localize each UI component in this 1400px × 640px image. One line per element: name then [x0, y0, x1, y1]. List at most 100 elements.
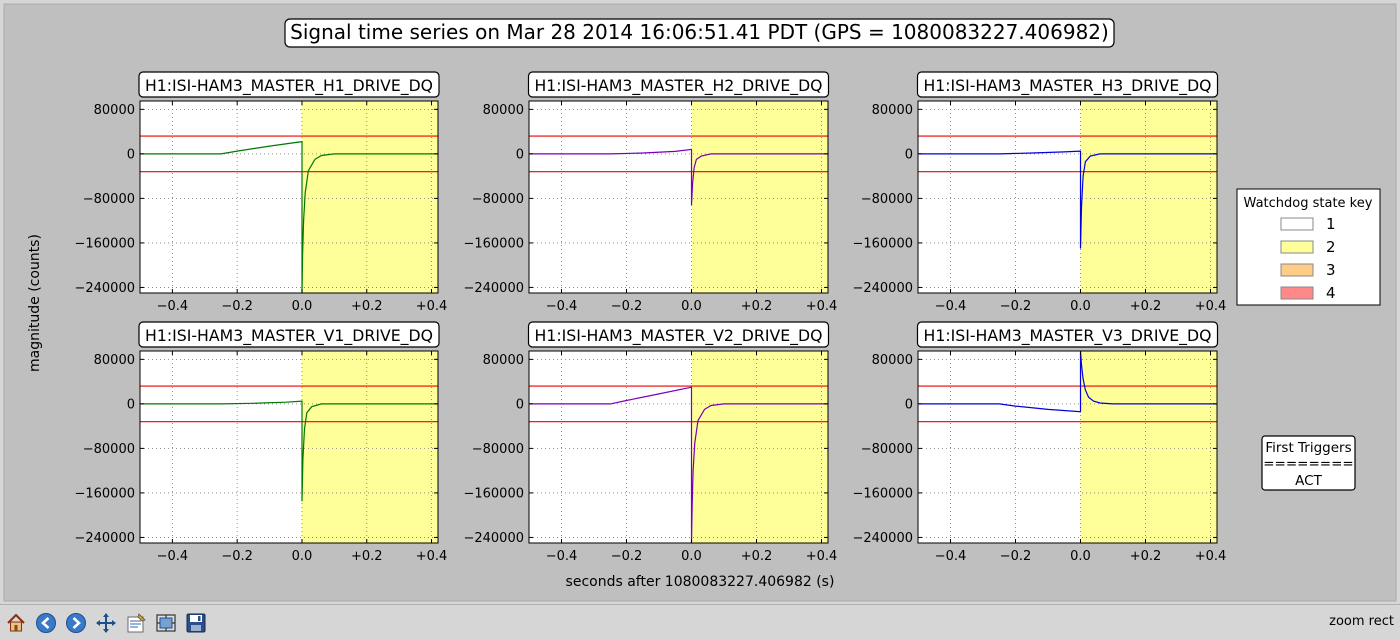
x-tick-label: +0.2: [741, 549, 773, 564]
panel-title-box: [138, 321, 440, 348]
y-tick-label: −240000: [852, 531, 913, 546]
panel-title: H1:ISI-HAM3_MASTER_H3_DRIVE_DQ: [924, 76, 1212, 96]
figure-title-box: [284, 18, 1115, 48]
x-tick-label: +0.2: [1130, 549, 1162, 564]
legend-label: 2: [1326, 238, 1336, 256]
panel-5: −0.4 −0.2 0.0 +0.2 +0.4 80000 0 −80000 −160000 −2…: [463, 321, 837, 564]
legend-swatch: [1280, 263, 1314, 277]
status-text: zoom rect: [1329, 614, 1394, 629]
x-tick-label: −0.2: [611, 299, 643, 314]
axes-frame: [917, 350, 1218, 544]
panel-title-box: [527, 321, 830, 348]
x-tick-label: +0.4: [416, 549, 448, 564]
series-line: [529, 148, 828, 206]
first-triggers-rule: ========: [1263, 456, 1354, 472]
panel-title-box: [916, 321, 1219, 348]
y-tick-label: −160000: [463, 486, 524, 501]
y-tick-label: −80000: [861, 442, 913, 457]
state-region: [691, 351, 828, 543]
series-line: [918, 150, 1217, 249]
state-region: [301, 351, 438, 543]
y-tick-label: −240000: [74, 281, 135, 296]
y-tick-label: −80000: [472, 442, 524, 457]
figure-canvas: Signal time series on Mar 28 2014 16:06:…: [3, 3, 1397, 602]
forward-button[interactable]: [63, 610, 89, 636]
series-line: [529, 386, 828, 543]
x-tick-label: +0.2: [351, 549, 383, 564]
y-tick-label: −160000: [852, 486, 913, 501]
x-tick-label: 0.0: [292, 299, 313, 314]
panel-title: H1:ISI-HAM3_MASTER_V2_DRIVE_DQ: [535, 326, 823, 346]
y-tick-label: 80000: [483, 353, 524, 368]
axes-frame: [917, 100, 1218, 294]
y-tick-label: −240000: [463, 531, 524, 546]
x-tick-label: +0.4: [416, 299, 448, 314]
configure-button[interactable]: [123, 610, 149, 636]
x-tick-label: +0.4: [1195, 549, 1227, 564]
series-line: [140, 140, 438, 293]
axes-frame: [139, 100, 439, 294]
forward-icon: [66, 613, 86, 633]
x-tick-label: 0.0: [1070, 549, 1091, 564]
panel-3: −0.4 −0.2 0.0 +0.2 +0.4 80000 0 −80000 −160000 −2…: [852, 71, 1226, 314]
y-tick-label: 80000: [872, 103, 913, 118]
x-tick-label: −0.4: [935, 549, 967, 564]
y-tick-label: −160000: [74, 486, 135, 501]
y-tick-label: −240000: [74, 531, 135, 546]
y-tick-label: 0: [127, 397, 135, 412]
panel-4: −0.4 −0.2 0.0 +0.2 +0.4 80000 0 −80000 −160000 −2…: [74, 321, 448, 564]
x-axis-label: seconds after 1080083227.406982 (s): [566, 574, 835, 590]
y-tick-label: 0: [516, 397, 524, 412]
x-tick-label: +0.4: [806, 299, 838, 314]
state-region: [301, 101, 438, 293]
legend-label: 1: [1326, 215, 1336, 233]
panel-title-box: [138, 71, 440, 98]
pan-button[interactable]: [93, 610, 119, 636]
x-tick-label: −0.4: [546, 299, 578, 314]
series-line: [140, 400, 438, 502]
pan-icon: [96, 613, 116, 633]
y-tick-label: 0: [905, 147, 913, 162]
y-tick-label: −160000: [463, 236, 524, 251]
panel-title: H1:ISI-HAM3_MASTER_H2_DRIVE_DQ: [535, 76, 823, 96]
configure-icon: [127, 613, 146, 633]
series-line: [918, 351, 1217, 413]
legend-title: Watchdog state key: [1244, 196, 1373, 211]
y-tick-label: 80000: [872, 353, 913, 368]
state-region: [1080, 351, 1217, 543]
panel-6: −0.4 −0.2 0.0 +0.2 +0.4 80000 0 −80000 −160000 −2…: [852, 321, 1227, 564]
x-tick-label: −0.2: [611, 549, 643, 564]
x-tick-label: +0.2: [1130, 299, 1162, 314]
save-icon: [186, 613, 206, 633]
panel-2: −0.4 −0.2 0.0 +0.2 +0.4 80000 0 −80000 −160000 −2…: [463, 71, 838, 314]
x-tick-label: 0.0: [681, 299, 702, 314]
axes-frame: [139, 350, 439, 544]
first-triggers-title: First Triggers: [1265, 440, 1351, 456]
y-tick-label: −240000: [463, 281, 524, 296]
save-button[interactable]: [183, 610, 209, 636]
x-tick-label: 0.0: [681, 549, 702, 564]
panel-1: −0.4 −0.2 0.0 +0.2 +0.4 80000 0 −80000 −160000 −2…: [74, 71, 448, 314]
first-triggers-value: ACT: [1295, 473, 1322, 489]
legend-swatch: [1280, 286, 1314, 300]
back-icon: [36, 613, 56, 633]
y-axis-label: magnitude (counts): [27, 234, 43, 372]
back-button[interactable]: [33, 610, 59, 636]
first-triggers-box: First Triggers ======== ACT: [1261, 435, 1356, 491]
subplots-button[interactable]: [153, 610, 179, 636]
y-tick-label: 0: [516, 147, 524, 162]
x-tick-label: +0.2: [351, 299, 383, 314]
home-button[interactable]: [3, 610, 29, 636]
y-tick-label: −80000: [83, 192, 135, 207]
x-tick-label: −0.4: [935, 299, 967, 314]
panel-title: H1:ISI-HAM3_MASTER_V1_DRIVE_DQ: [145, 326, 433, 346]
panel-title-box: [916, 71, 1219, 98]
panel-title: H1:ISI-HAM3_MASTER_V3_DRIVE_DQ: [924, 326, 1212, 346]
legend-swatch: [1280, 217, 1314, 231]
y-tick-label: −160000: [852, 236, 913, 251]
first-triggers-frame: [1261, 435, 1356, 491]
panel-title: H1:ISI-HAM3_MASTER_H1_DRIVE_DQ: [145, 76, 433, 96]
x-tick-label: 0.0: [292, 549, 313, 564]
axes-frame: [528, 350, 829, 544]
y-tick-label: −160000: [74, 236, 135, 251]
